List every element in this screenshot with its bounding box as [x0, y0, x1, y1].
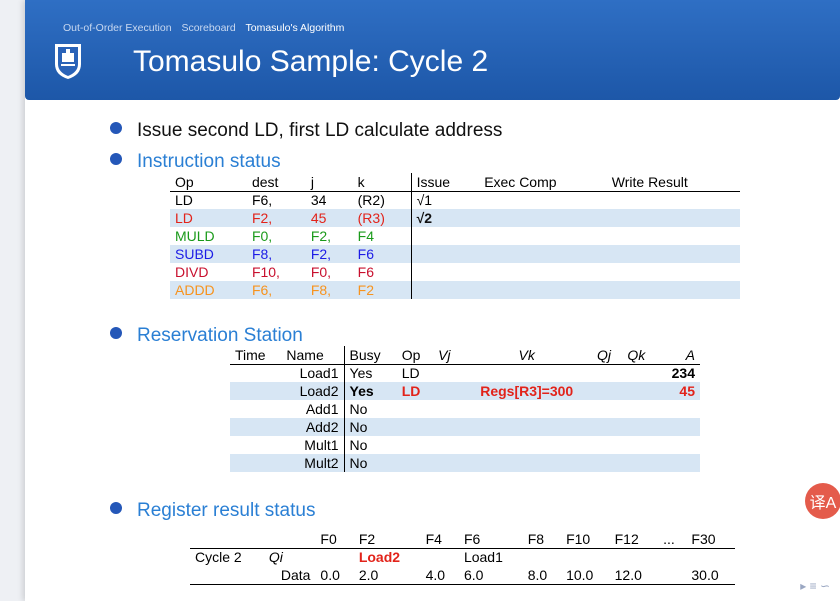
table-header-row: Time Name Busy Op Vj Vk Qj Qk A	[230, 346, 700, 364]
nav-right-icon[interactable]: ▸	[800, 579, 807, 593]
nav-search-icon[interactable]: ∽	[819, 579, 830, 593]
university-logo-icon	[55, 44, 81, 79]
table-row: MULD F0, F2, F4	[170, 227, 740, 245]
nav-menu-icon[interactable]: ≡	[809, 579, 817, 593]
bullet-1: Issue second LD, first LD calculate addr…	[110, 120, 502, 142]
table-header-row: Op dest j k Issue Exec Comp Write Result	[170, 173, 740, 191]
table-row: Cycle 2 Qi Load2 Load1	[190, 548, 735, 566]
bullet-dot-icon	[110, 327, 122, 339]
breadcrumb: Out-of-Order Execution Scoreboard Tomasu…	[63, 22, 351, 34]
slide-header: Out-of-Order Execution Scoreboard Tomasu…	[25, 0, 840, 100]
table-header-row: F0 F2 F4 F6 F8 F10 F12 ... F30	[320, 530, 716, 547]
bullet-dot-icon	[110, 502, 122, 514]
bullet-reservation-station: Reservation Station	[110, 325, 303, 347]
bullet-dot-icon	[110, 153, 122, 165]
table-row: Load1 Yes LD 234	[299, 364, 695, 382]
table-row: SUBD F8, F2, F6	[170, 245, 740, 263]
slide: Out-of-Order Execution Scoreboard Tomasu…	[25, 0, 840, 601]
slide-navigation-controls[interactable]: ▸ ≡ ∽	[800, 579, 830, 593]
table-row: DIVD F10, F0, F6	[170, 263, 740, 281]
register-result-table: F0 F2 F4 F6 F8 F10 F12 ... F30 Cycle 2 Q…	[190, 530, 735, 585]
translate-icon[interactable]: 译A	[805, 483, 840, 519]
table-row: Mult1 No	[230, 436, 700, 454]
table-row: Load2 Yes LD Regs[R3]=300 45	[230, 382, 700, 400]
table-row: LD F2, 45 (R3) √2	[170, 209, 740, 227]
table-row: ADDD F6, F8, F2	[170, 281, 740, 299]
table-row: Data 0.0 2.0 4.0 6.0 8.0 10.0 12.0 30.0	[190, 566, 735, 584]
table-row: Mult2 No	[230, 454, 700, 472]
nav-item-tomasulo[interactable]: Tomasulo's Algorithm	[245, 22, 345, 34]
table-row: Add1 No	[230, 400, 700, 418]
page-title: Tomasulo Sample: Cycle 2	[133, 45, 489, 78]
nav-item-scoreboard[interactable]: Scoreboard	[181, 22, 236, 34]
nav-item-ooo[interactable]: Out-of-Order Execution	[63, 22, 172, 34]
instruction-status-table: Op dest j k Issue Exec Comp Write Result…	[170, 173, 740, 299]
reservation-station-table: Time Name Busy Op Vj Vk Qj Qk A Load1 Ye…	[230, 346, 700, 472]
table-row: Add2 No	[230, 418, 700, 436]
bullet-dot-icon	[110, 122, 122, 134]
table-row: LD F6, 34 (R2) √1	[170, 191, 740, 209]
bullet-register-result-status: Register result status	[110, 500, 315, 522]
bullet-instruction-status: Instruction status	[110, 151, 281, 173]
